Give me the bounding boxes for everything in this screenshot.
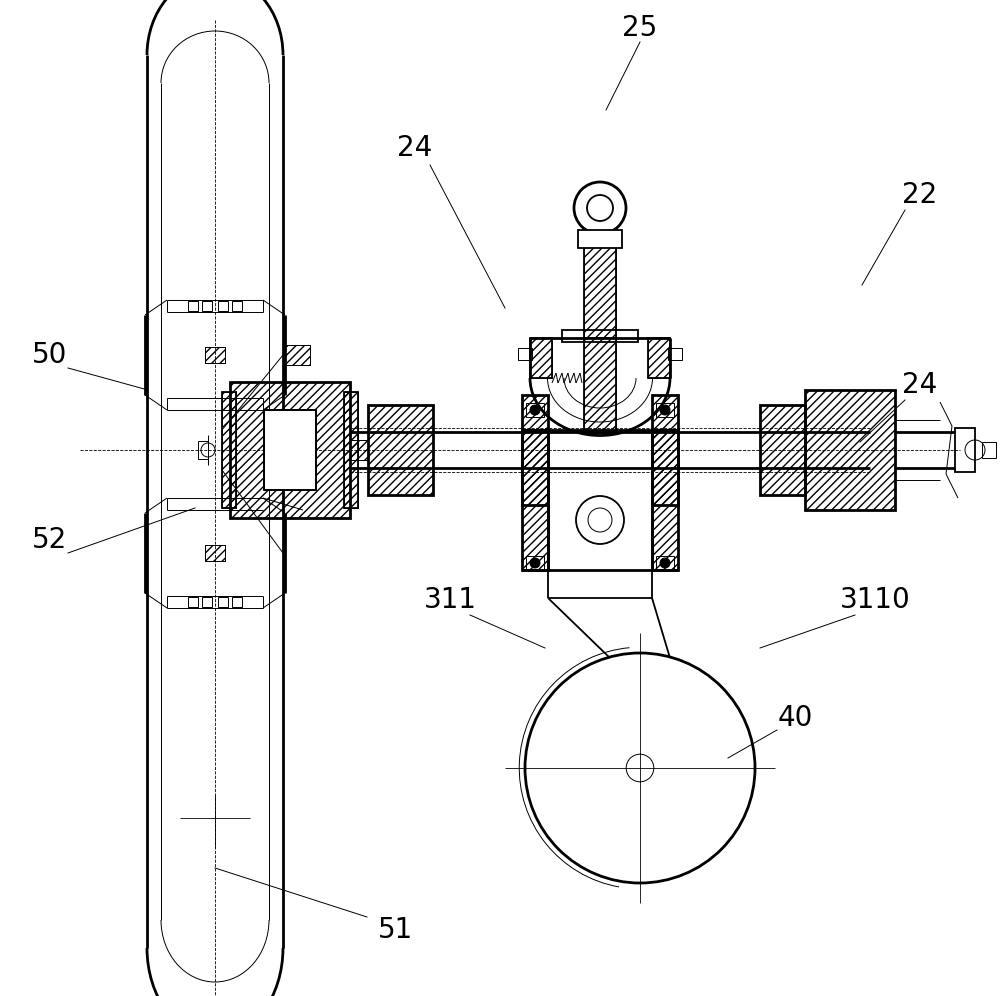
Bar — [198, 441, 208, 459]
Bar — [578, 230, 622, 248]
Bar — [205, 545, 225, 561]
Circle shape — [530, 558, 540, 568]
Text: 52: 52 — [32, 526, 68, 554]
Bar — [652, 430, 678, 570]
Bar — [205, 545, 225, 561]
Bar — [232, 301, 242, 311]
Bar — [285, 345, 310, 365]
Bar — [202, 301, 212, 311]
Circle shape — [530, 405, 540, 415]
Bar — [285, 345, 310, 365]
Bar — [805, 390, 895, 510]
Bar — [350, 440, 368, 460]
Bar — [522, 395, 548, 505]
Text: 311: 311 — [424, 586, 477, 614]
Text: 24: 24 — [902, 371, 938, 399]
Circle shape — [574, 182, 626, 234]
Bar — [205, 347, 225, 363]
Bar — [222, 392, 236, 508]
Bar — [530, 338, 552, 378]
Bar — [188, 597, 198, 607]
Bar — [652, 395, 678, 505]
Circle shape — [660, 405, 670, 415]
Text: 25: 25 — [622, 14, 658, 42]
Text: 24: 24 — [397, 134, 433, 162]
Bar — [344, 392, 358, 508]
Bar — [526, 556, 544, 570]
Bar — [522, 430, 548, 570]
Bar — [955, 428, 975, 472]
Bar — [368, 405, 433, 495]
Bar — [648, 338, 670, 378]
Bar — [530, 338, 552, 378]
Text: 40: 40 — [777, 704, 813, 732]
Bar — [805, 390, 895, 510]
Bar — [526, 403, 544, 417]
Bar — [205, 347, 225, 363]
Bar — [760, 405, 805, 495]
Bar — [230, 382, 350, 518]
Bar — [522, 430, 548, 570]
Bar — [232, 597, 242, 607]
Bar — [264, 410, 316, 490]
Text: 50: 50 — [32, 341, 68, 369]
Bar — [584, 233, 616, 338]
Bar — [584, 338, 616, 433]
Bar — [202, 597, 212, 607]
Bar — [656, 403, 674, 417]
Bar — [668, 348, 682, 360]
Text: 22: 22 — [902, 181, 938, 209]
Bar — [584, 338, 616, 433]
Bar — [648, 338, 670, 378]
Bar — [350, 440, 368, 460]
Bar — [344, 392, 358, 508]
Bar — [188, 301, 198, 311]
Bar — [285, 345, 310, 365]
Bar — [562, 330, 638, 342]
Bar — [222, 392, 236, 508]
Bar — [518, 348, 532, 360]
Circle shape — [660, 558, 670, 568]
Bar — [368, 405, 433, 495]
Bar — [218, 597, 228, 607]
Bar — [982, 442, 996, 458]
Bar — [218, 301, 228, 311]
Bar — [652, 395, 678, 505]
Bar — [230, 382, 350, 518]
Bar — [522, 395, 548, 505]
Bar — [584, 233, 616, 338]
Circle shape — [576, 496, 624, 544]
Bar — [652, 430, 678, 570]
Text: 51: 51 — [377, 916, 413, 944]
Bar — [656, 556, 674, 570]
Bar — [350, 440, 368, 460]
Bar — [760, 405, 805, 495]
Text: 3110: 3110 — [840, 586, 910, 614]
